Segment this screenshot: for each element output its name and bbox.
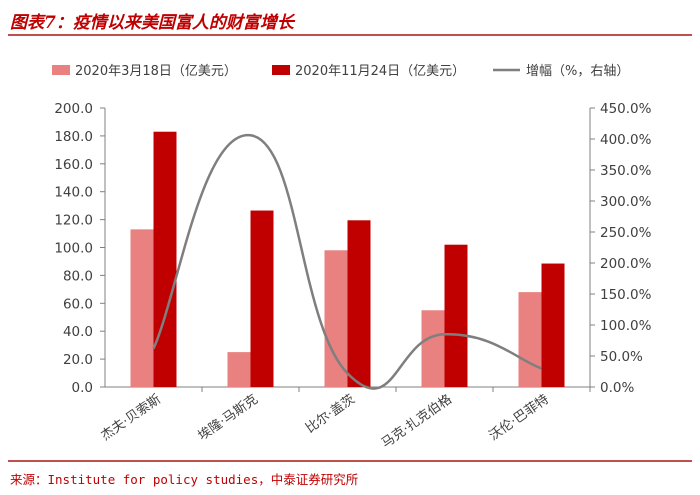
bar-2020-03-18 bbox=[227, 352, 251, 387]
growth-line-path bbox=[152, 134, 542, 390]
growth-line bbox=[152, 134, 542, 390]
y-right-tick-label: 100.0% bbox=[600, 318, 652, 334]
y-left-tick-label: 180.0 bbox=[54, 129, 93, 145]
legend-swatch-2020-11-24 bbox=[272, 65, 290, 75]
x-category-label: 比尔·盖茨 bbox=[303, 392, 358, 436]
axes: 0.0 20.0 40.0 60.0 80.0 100.0 120.0 140.0 160.0 1… bbox=[54, 101, 651, 396]
legend-label-2020-11-24: 2020年11月24日（亿美元） bbox=[295, 64, 465, 79]
bar-2020-11-24 bbox=[250, 210, 274, 387]
y-right-tick-label: 350.0% bbox=[600, 163, 652, 179]
y-right-tick-label: 250.0% bbox=[600, 225, 652, 241]
bar-2020-03-18 bbox=[324, 250, 348, 387]
y-left-tick-label: 40.0 bbox=[63, 324, 93, 340]
y-left-tick-label: 20.0 bbox=[63, 352, 93, 368]
bar-2020-03-18 bbox=[130, 229, 154, 387]
x-axis-labels: 杰夫·贝索斯 埃隆·马斯克 比尔·盖茨 马克·扎克伯格 沃伦·巴菲特 bbox=[99, 391, 552, 451]
legend-label-2020-03-18: 2020年3月18日（亿美元） bbox=[75, 64, 237, 79]
x-category-label: 埃隆·马斯克 bbox=[196, 392, 261, 444]
x-category-label: 马克·扎克伯格 bbox=[378, 391, 454, 451]
bar-2020-11-24 bbox=[444, 244, 468, 387]
y-right-tick-label: 150.0% bbox=[600, 287, 652, 303]
legend-swatch-2020-03-18 bbox=[52, 65, 70, 75]
bar-2020-03-18 bbox=[518, 292, 542, 387]
bars bbox=[130, 131, 565, 387]
y-left-tick-label: 80.0 bbox=[63, 268, 93, 284]
chart: 2020年3月18日（亿美元） 2020年11月24日（亿美元） 增幅（%，右轴） … bbox=[52, 64, 652, 451]
y-left-tick-label: 0.0 bbox=[72, 380, 93, 396]
y-right-tick-label: 50.0% bbox=[600, 349, 643, 365]
legend-label-growth: 增幅（%，右轴） bbox=[526, 64, 629, 79]
title-bar: 图表7：疫情以来美国富人的财富增长 bbox=[8, 6, 692, 36]
bar-2020-11-24 bbox=[347, 220, 371, 387]
y-right-tick-label: 300.0% bbox=[600, 194, 652, 210]
bar-2020-11-24 bbox=[541, 263, 565, 387]
source-note: 来源：Institute for policy studies，中泰证券研究所 bbox=[10, 472, 359, 487]
legend: 2020年3月18日（亿美元） 2020年11月24日（亿美元） 增幅（%，右轴） bbox=[52, 64, 629, 79]
y-left-tick-label: 160.0 bbox=[54, 157, 93, 173]
bar-2020-03-18 bbox=[421, 310, 445, 387]
y-right-tick-label: 450.0% bbox=[600, 101, 652, 117]
y-left-tick-label: 120.0 bbox=[54, 213, 93, 229]
y-left-tick-label: 200.0 bbox=[54, 101, 93, 117]
chart-title: 图表7：疫情以来美国富人的财富增长 bbox=[10, 13, 294, 33]
y-left-tick-label: 140.0 bbox=[54, 185, 93, 201]
y-right-tick-label: 200.0% bbox=[600, 256, 652, 272]
y-left-tick-label: 60.0 bbox=[63, 296, 93, 312]
x-category-label: 杰夫·贝索斯 bbox=[99, 392, 164, 444]
y-left-tick-label: 100.0 bbox=[54, 241, 93, 257]
y-right-tick-label: 0.0% bbox=[600, 380, 634, 396]
y-right-tick-label: 400.0% bbox=[600, 132, 652, 148]
x-category-label: 沃伦·巴菲特 bbox=[487, 392, 552, 444]
source-bar: 来源：Institute for policy studies，中泰证券研究所 bbox=[8, 460, 692, 487]
bar-2020-11-24 bbox=[153, 131, 177, 387]
